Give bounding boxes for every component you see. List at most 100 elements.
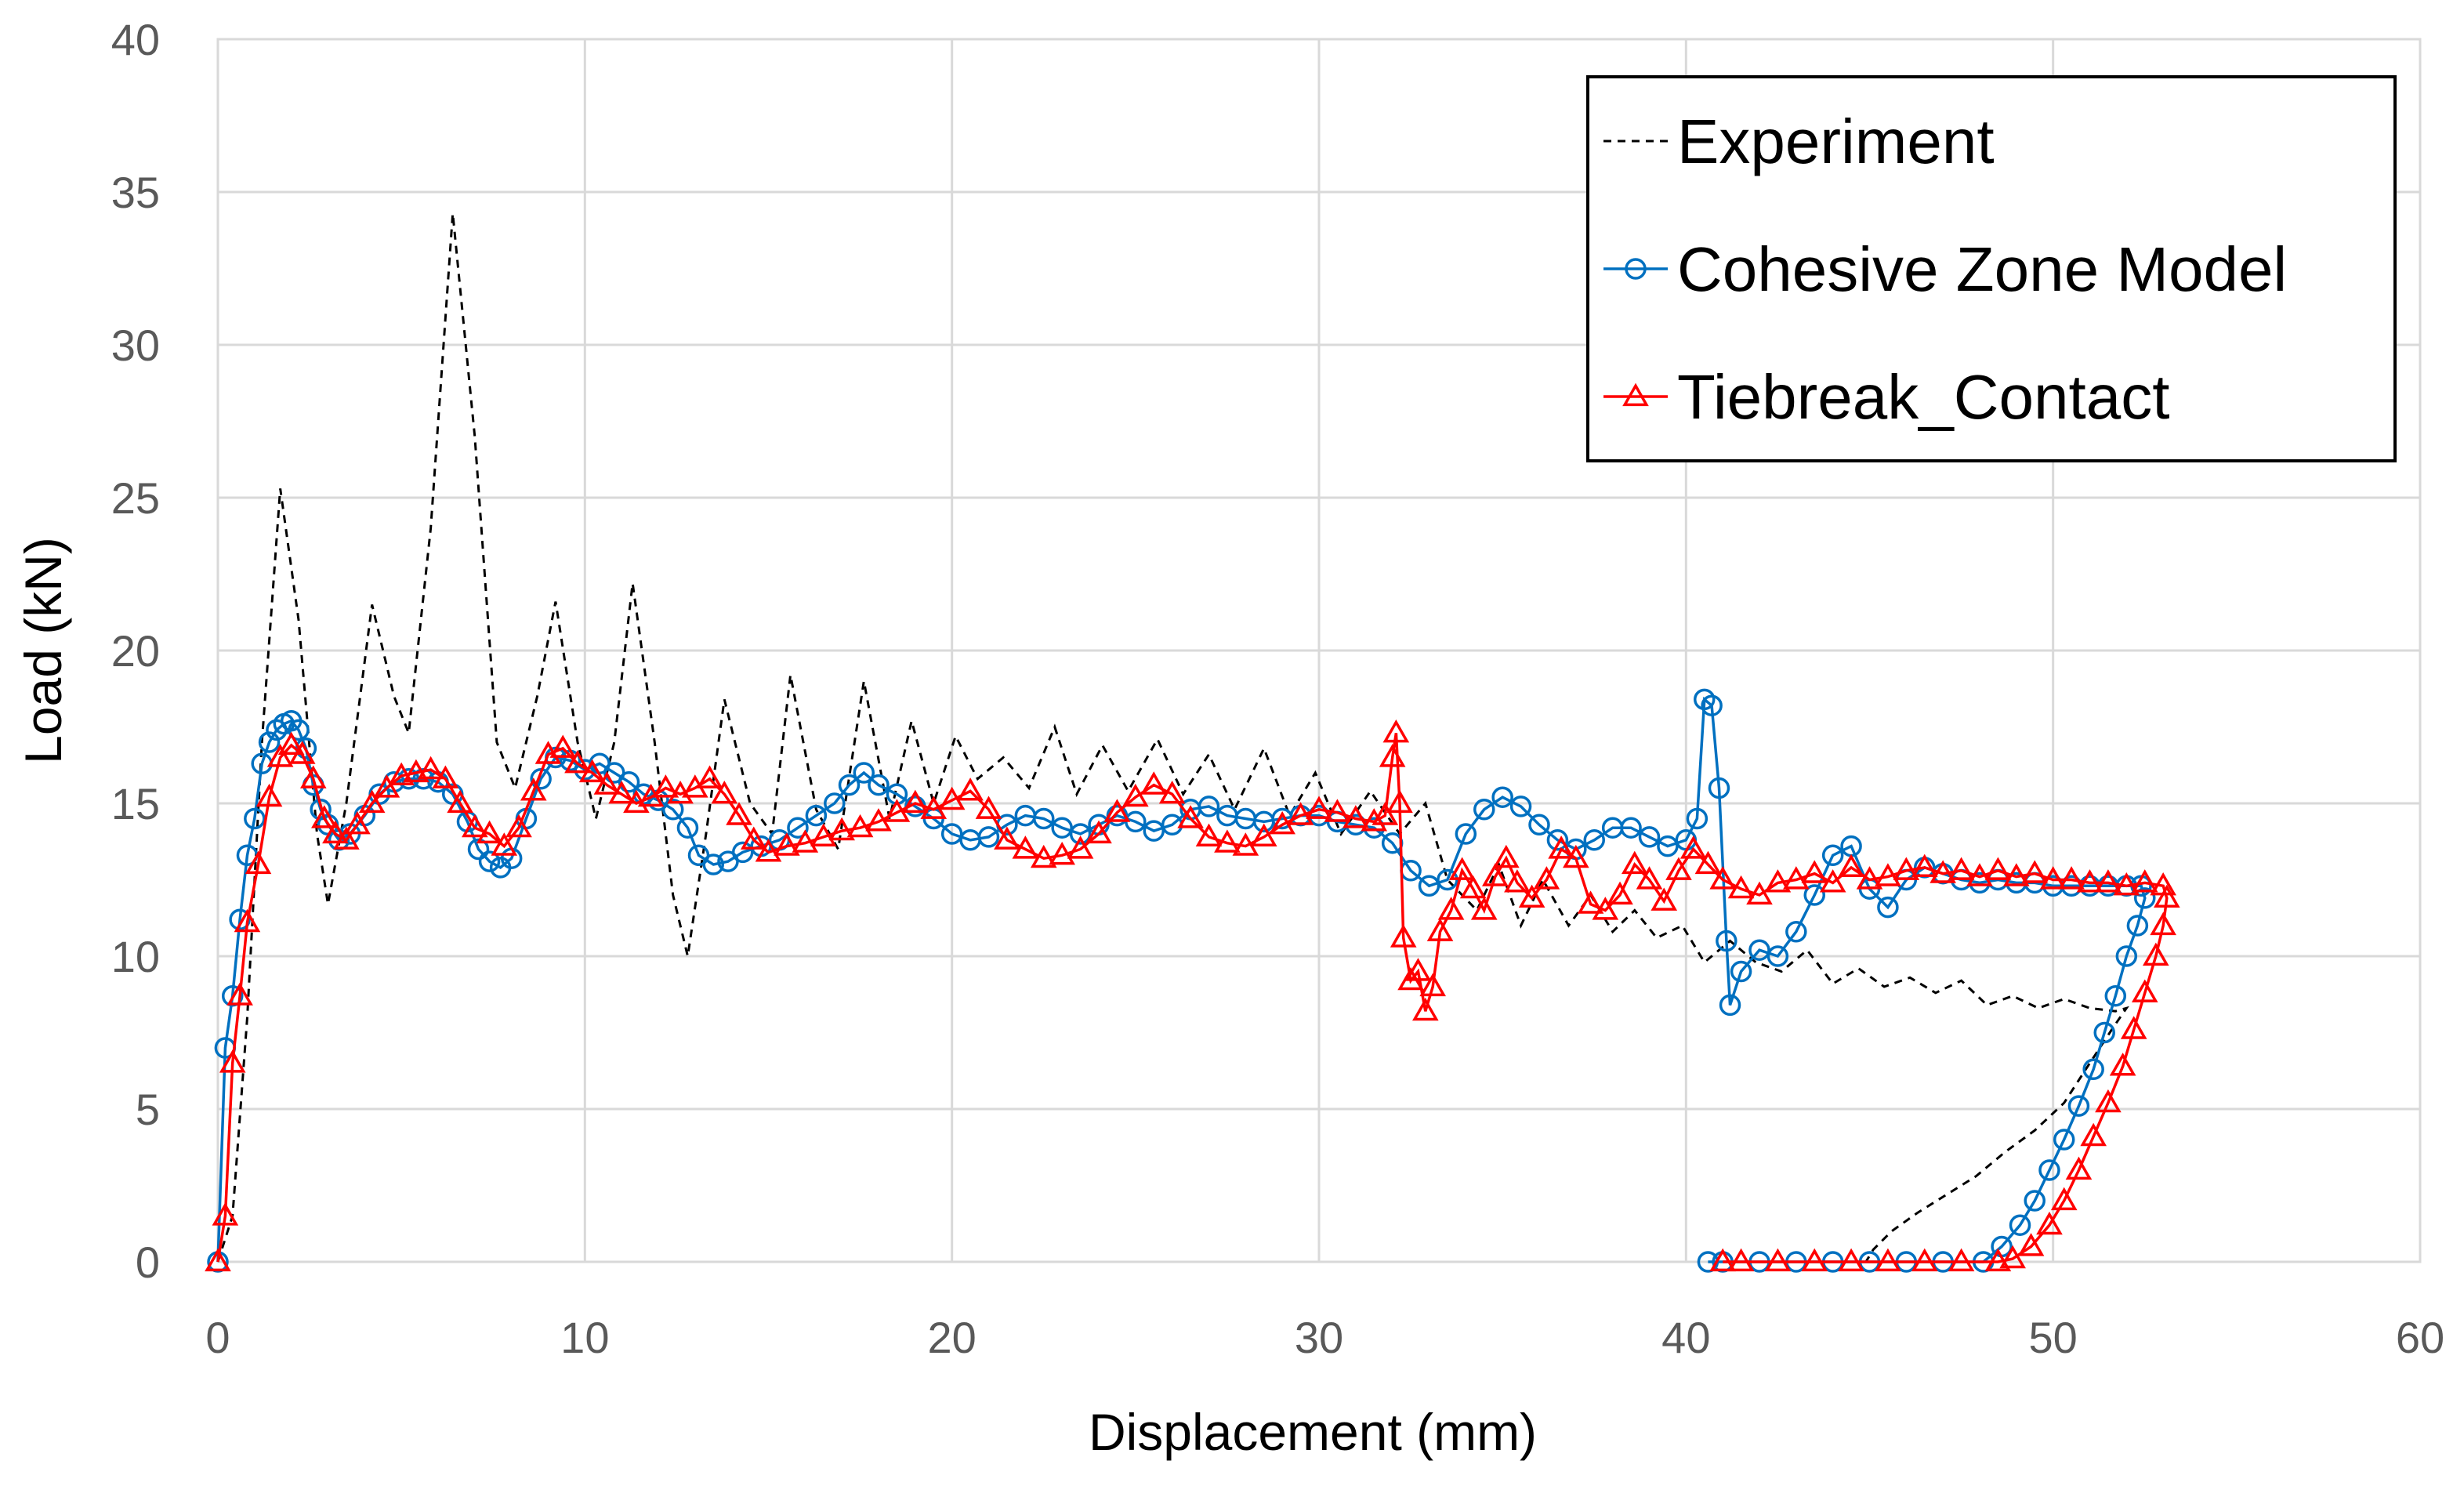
tiebreak-contact-point: [255, 783, 283, 807]
tiebreak-contact-point: [902, 789, 929, 814]
cohesive-zone-model-point: [1198, 796, 1220, 817]
cohesive-zone-model-point: [1473, 799, 1495, 821]
tiebreak-contact-point: [2003, 863, 2030, 886]
cohesive-zone-model-point: [1546, 829, 1569, 851]
tiebreak-contact-point: [1694, 850, 1722, 875]
tiebreak-contact-point: [2131, 979, 2158, 1002]
tiebreak-contact-point: [1012, 835, 1039, 859]
cohesive-zone-model-point: [1730, 960, 1752, 983]
tiebreak-contact-point: [1727, 875, 1755, 899]
tiebreak-contact-point: [1122, 783, 1149, 807]
cohesive-zone-model-point: [661, 799, 684, 821]
y-tick-label: 0: [136, 1238, 160, 1287]
cohesive-zone-model-point: [1528, 814, 1550, 836]
tiebreak-contact-point: [2142, 942, 2169, 966]
tiebreak-contact-point: [1437, 897, 1465, 920]
tiebreak-contact-point: [1838, 1248, 1864, 1272]
tiebreak-contact-point: [1232, 832, 1259, 856]
tiebreak-contact-point: [957, 777, 984, 801]
cohesive-zone-model-point: [2009, 1214, 2031, 1236]
tiebreak-contact-point: [1622, 382, 1649, 407]
x-tick-label: 50: [2029, 1313, 2078, 1362]
x-tick-label: 30: [1295, 1313, 1343, 1362]
cohesive-zone-model-point: [1638, 826, 1661, 848]
tiebreak-contact-point: [358, 789, 386, 814]
tiebreak-contact-point: [593, 771, 621, 795]
tiebreak-contact-point: [505, 814, 532, 838]
tiebreak-contact-point: [388, 762, 415, 785]
tiebreak-contact-point: [564, 749, 591, 774]
tiebreak-contact-point: [1746, 881, 1773, 905]
legend-box: [1586, 75, 2397, 462]
tiebreak-contact-point: [1195, 823, 1223, 846]
cohesive-zone-model-point: [2093, 1021, 2115, 1044]
tiebreak-contact-point: [1470, 897, 1498, 920]
cohesive-zone-model-point: [229, 908, 251, 930]
tiebreak-contact-point: [1984, 857, 2012, 880]
tiebreak-contact-point: [846, 814, 874, 838]
tiebreak-contact-point: [344, 810, 371, 835]
y-axis-title: Load (kN): [14, 537, 72, 764]
tiebreak-contact-point: [975, 796, 1002, 819]
tiebreak-contact-point: [373, 774, 400, 798]
x-tick-label: 0: [205, 1313, 230, 1362]
cohesive-zone-model-point: [1620, 817, 1642, 839]
tiebreak-contact-point: [1764, 869, 1792, 893]
tiebreak-contact-point: [2065, 1156, 2093, 1180]
cohesive-zone-model-point: [1051, 817, 1073, 839]
tiebreak-contact-point: [226, 982, 253, 1006]
tiebreak-contact-point: [1680, 835, 1707, 859]
cohesive-zone-model-point: [288, 719, 310, 741]
tiebreak-contact-point: [828, 817, 855, 841]
cohesive-zone-model-point: [1491, 786, 1513, 808]
tiebreak-contact-point: [219, 1049, 246, 1073]
tiebreak-contact-point: [1801, 860, 1828, 883]
tiebreak-contact-point: [1533, 866, 1560, 890]
tiebreak-contact-point: [1177, 805, 1204, 828]
tiebreak-contact-point: [920, 796, 948, 819]
x-tick-label: 10: [560, 1313, 609, 1362]
tiebreak-contact-point: [1481, 863, 1509, 886]
y-tick-label: 5: [136, 1085, 160, 1134]
tiebreak-contact-point: [1324, 799, 1351, 822]
legend-entry: Cohesive Zone Model: [1603, 234, 2287, 304]
series-cohesive-zone-model: [207, 688, 2156, 1273]
tiebreak-contact-point: [245, 850, 272, 875]
series-experiment: [216, 213, 2129, 1263]
cohesive-zone-model-point: [244, 807, 266, 830]
legend: Experiment Cohesive Zone Model Tiebreak_Co…: [1586, 75, 2397, 462]
y-tick-label: 35: [111, 168, 160, 217]
cohesive-zone-model-point: [1708, 777, 1730, 799]
cohesive-zone-model-point: [702, 854, 724, 875]
cohesive-zone-model-point: [478, 850, 501, 872]
tiebreak-contact-point: [447, 789, 473, 814]
tiebreak-contact-point: [311, 805, 338, 828]
tiebreak-contact-point: [865, 808, 892, 832]
tiebreak-contact-point: [652, 774, 679, 798]
cohesive-zone-model-point: [1455, 823, 1477, 845]
cohesive-zone-model-point: [676, 817, 699, 839]
cohesive-zone-model-point: [2082, 1058, 2104, 1081]
x-tick-label: 60: [2396, 1313, 2444, 1362]
cohesive-zone-model-point: [2115, 945, 2138, 967]
tiebreak-contact-point: [1621, 850, 1648, 875]
tiebreak-contact-point: [1504, 869, 1531, 893]
tiebreak-contact-point: [1067, 835, 1094, 859]
tiebreak-contact-point: [1727, 1248, 1755, 1272]
tiebreak-contact-point: [491, 832, 518, 856]
tiebreak-contact-point: [299, 765, 327, 788]
tiebreak-contact-point: [476, 820, 503, 844]
tiebreak-contact-point: [740, 826, 767, 850]
cohesive-zone-model-point: [2104, 984, 2127, 1007]
tiebreak-contact-point: [2080, 1122, 2107, 1147]
tiebreak-contact-point: [205, 1248, 231, 1272]
tiebreak-contact-point: [2154, 884, 2180, 908]
tiebreak-contact-point: [403, 759, 429, 783]
series-layer: [205, 213, 2180, 1273]
cohesive-zone-model-point: [2053, 1129, 2075, 1151]
tiebreak-contact-point: [1999, 1245, 2026, 1269]
tiebreak-contact-point: [1875, 1248, 1901, 1272]
tiebreak-contact-point: [1984, 1248, 2012, 1272]
tiebreak-contact-point: [1459, 875, 1487, 899]
series-tiebreak-contact: [205, 719, 2180, 1272]
